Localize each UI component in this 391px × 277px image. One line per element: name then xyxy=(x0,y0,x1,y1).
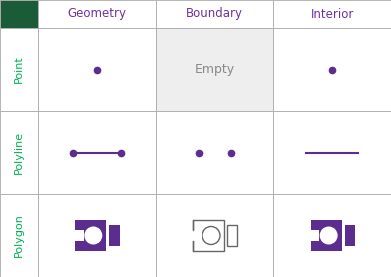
Bar xyxy=(273,0,391,28)
Bar xyxy=(0,28,38,111)
Bar xyxy=(193,220,224,251)
Text: Point: Point xyxy=(14,56,24,83)
Bar xyxy=(75,230,84,241)
Bar xyxy=(75,220,106,251)
Bar xyxy=(192,230,202,241)
Bar xyxy=(0,111,38,194)
Text: Boundary: Boundary xyxy=(186,7,243,20)
Bar xyxy=(0,194,38,277)
Bar xyxy=(227,225,237,246)
Text: Empty: Empty xyxy=(194,63,235,76)
Bar xyxy=(38,28,156,111)
Bar xyxy=(310,220,342,251)
Bar xyxy=(345,225,355,246)
Bar xyxy=(38,0,156,28)
Bar xyxy=(273,194,391,277)
Text: Geometry: Geometry xyxy=(67,7,126,20)
Text: Interior: Interior xyxy=(310,7,354,20)
Bar xyxy=(38,111,156,194)
Bar xyxy=(38,194,156,277)
Circle shape xyxy=(84,227,102,245)
Circle shape xyxy=(320,227,338,245)
Bar xyxy=(156,194,273,277)
Bar xyxy=(156,0,273,28)
Text: Polyline: Polyline xyxy=(14,131,24,174)
Bar xyxy=(273,28,391,111)
Bar xyxy=(310,230,319,241)
Bar xyxy=(156,111,273,194)
Bar xyxy=(0,0,38,28)
Text: Polygon: Polygon xyxy=(14,214,24,257)
Bar xyxy=(109,225,120,246)
Bar xyxy=(273,111,391,194)
Bar xyxy=(156,28,273,111)
